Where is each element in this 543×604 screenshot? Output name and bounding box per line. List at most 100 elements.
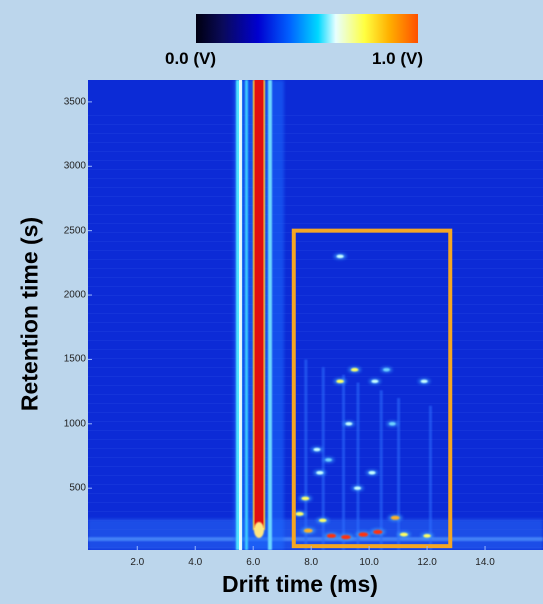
noise-line: [88, 124, 543, 125]
noise-line: [88, 511, 543, 512]
y-tick-label: 1000: [63, 418, 86, 430]
signal-spot: [313, 447, 321, 452]
noise-line: [88, 295, 543, 296]
signal-spot: [326, 533, 337, 538]
x-tick-label: 14.0: [475, 557, 495, 568]
noise-line: [88, 349, 543, 350]
noise-line: [88, 367, 543, 368]
noise-line: [88, 187, 543, 188]
signal-spot: [373, 529, 383, 535]
y-tick-label: 2000: [63, 289, 86, 301]
product-ion-streak: [397, 398, 401, 550]
noise-line: [88, 286, 543, 287]
colorbar-max-label: 1.0 (V): [372, 49, 424, 68]
x-tick-label: 2.0: [130, 557, 145, 568]
noise-line: [88, 430, 543, 431]
signal-spot: [318, 518, 327, 523]
noise-line: [88, 412, 543, 413]
product-ion-streak: [356, 382, 360, 550]
noise-line: [88, 178, 543, 179]
noise-line: [88, 115, 543, 116]
noise-line: [88, 322, 543, 323]
x-tick-label: 8.0: [304, 557, 319, 568]
x-axis-label: Drift time (ms): [222, 571, 378, 597]
noise-line: [88, 493, 543, 494]
noise-line: [88, 502, 543, 503]
y-tick-label: 500: [69, 482, 86, 494]
noise-line: [88, 457, 543, 458]
product-ion-streak: [304, 359, 308, 550]
plot-background: [88, 80, 543, 550]
signal-spot: [303, 528, 313, 533]
noise-line: [88, 142, 543, 143]
noise-line: [88, 331, 543, 332]
noise-line: [88, 376, 543, 377]
signal-spot: [301, 496, 310, 501]
signal-spot: [399, 532, 408, 537]
early-streak: [88, 537, 543, 542]
noise-line: [88, 484, 543, 485]
y-tick-label: 3500: [63, 96, 86, 108]
noise-line: [88, 250, 543, 251]
signal-spot: [316, 470, 324, 475]
signal-spot: [336, 254, 344, 259]
signal-spot: [295, 512, 304, 516]
signal-spot: [336, 379, 344, 384]
noise-line: [88, 160, 543, 161]
noise-line: [88, 205, 543, 206]
noise-line: [88, 340, 543, 341]
x-tick-label: 6.0: [246, 557, 261, 568]
signal-spot: [345, 422, 353, 426]
signal-spot: [368, 471, 376, 475]
rip-right-shoulder: [267, 80, 272, 550]
product-ion-streak: [428, 405, 432, 550]
noise-line: [88, 466, 543, 467]
x-tick-label: 4.0: [188, 557, 203, 568]
noise-line: [88, 394, 543, 395]
noise-line: [88, 214, 543, 215]
x-tick-label: 10.0: [359, 557, 379, 568]
noise-line: [88, 421, 543, 422]
y-tick-label: 3000: [63, 160, 86, 172]
noise-line: [88, 475, 543, 476]
rip-tip: [253, 522, 264, 538]
product-ion-streak: [342, 374, 346, 550]
noise-line: [88, 259, 543, 260]
noise-line: [88, 403, 543, 404]
signal-spot: [383, 368, 390, 372]
rip-left-core: [238, 80, 242, 550]
reactant-ion-peak: [254, 80, 264, 528]
noise-line: [88, 268, 543, 269]
noise-line: [88, 151, 543, 152]
noise-line: [88, 313, 543, 314]
y-axis-label: Retention time (s): [16, 216, 43, 412]
noise-line: [88, 385, 543, 386]
product-ion-streak: [379, 390, 383, 550]
signal-spot: [390, 515, 400, 520]
highlight-box: [291, 228, 453, 549]
signal-spot: [423, 534, 431, 538]
signal-spot: [325, 458, 332, 462]
y-tick-label: 1500: [63, 353, 86, 365]
signal-spot: [358, 532, 369, 537]
noise-line: [88, 277, 543, 278]
noise-line: [88, 133, 543, 134]
x-tick-label: 12.0: [417, 557, 437, 568]
noise-line: [88, 169, 543, 170]
noise-line: [88, 304, 543, 305]
heatmap-svg: [88, 80, 543, 550]
signal-spot: [350, 367, 359, 372]
rip-left-tail: [244, 80, 248, 550]
noise-line: [88, 241, 543, 242]
colorbar-min-label: 0.0 (V): [165, 49, 217, 68]
noise-line: [88, 223, 543, 224]
signal-spot: [420, 379, 428, 384]
signal-spot: [371, 379, 379, 384]
heatmap-plot: [88, 80, 543, 550]
noise-line: [88, 439, 543, 440]
noise-line: [88, 196, 543, 197]
product-ion-streak: [321, 367, 325, 550]
signal-spot: [354, 486, 362, 490]
y-tick-label: 2500: [63, 225, 86, 237]
